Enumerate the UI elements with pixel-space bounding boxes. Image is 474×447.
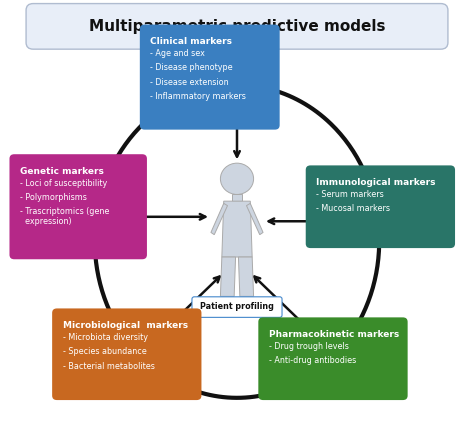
Text: - Trascriptomics (gene: - Trascriptomics (gene <box>20 207 109 216</box>
Text: Patient profiling: Patient profiling <box>200 302 274 311</box>
Text: - Inflammatory markers: - Inflammatory markers <box>150 92 246 101</box>
FancyBboxPatch shape <box>26 4 448 49</box>
FancyBboxPatch shape <box>306 165 455 248</box>
Text: expression): expression) <box>20 217 72 226</box>
Circle shape <box>220 163 254 194</box>
Text: - Disease phenotype: - Disease phenotype <box>150 63 233 72</box>
Text: Genetic markers: Genetic markers <box>20 167 104 176</box>
FancyBboxPatch shape <box>192 297 282 317</box>
Polygon shape <box>246 203 263 235</box>
Polygon shape <box>222 201 252 257</box>
Text: - Drug trough levels: - Drug trough levels <box>269 342 349 351</box>
Polygon shape <box>211 203 228 235</box>
FancyBboxPatch shape <box>52 308 201 400</box>
Text: - Bacterial metabolites: - Bacterial metabolites <box>63 362 155 371</box>
Polygon shape <box>220 257 236 296</box>
FancyBboxPatch shape <box>9 154 147 259</box>
Text: - Mucosal markers: - Mucosal markers <box>316 204 390 213</box>
Text: - Polymorphisms: - Polymorphisms <box>20 193 87 202</box>
Text: Multiparametric predictive models: Multiparametric predictive models <box>89 19 385 34</box>
Text: - Species abundance: - Species abundance <box>63 347 146 356</box>
Text: Microbiological  markers: Microbiological markers <box>63 321 188 330</box>
Text: Clinical markers: Clinical markers <box>150 37 232 46</box>
Text: - Microbiota diversity: - Microbiota diversity <box>63 333 147 342</box>
Text: - Loci of susceptibility: - Loci of susceptibility <box>20 179 107 188</box>
Polygon shape <box>232 194 242 201</box>
Text: Pharmacokinetic markers: Pharmacokinetic markers <box>269 330 399 339</box>
Text: - Age and sex: - Age and sex <box>150 49 205 58</box>
Text: Immunological markers: Immunological markers <box>316 178 436 187</box>
Polygon shape <box>238 257 254 296</box>
Text: - Disease extension: - Disease extension <box>150 78 229 87</box>
FancyBboxPatch shape <box>258 317 408 400</box>
FancyBboxPatch shape <box>140 25 280 130</box>
Text: - Serum markers: - Serum markers <box>316 190 384 199</box>
Text: - Anti-drug antibodies: - Anti-drug antibodies <box>269 356 356 365</box>
